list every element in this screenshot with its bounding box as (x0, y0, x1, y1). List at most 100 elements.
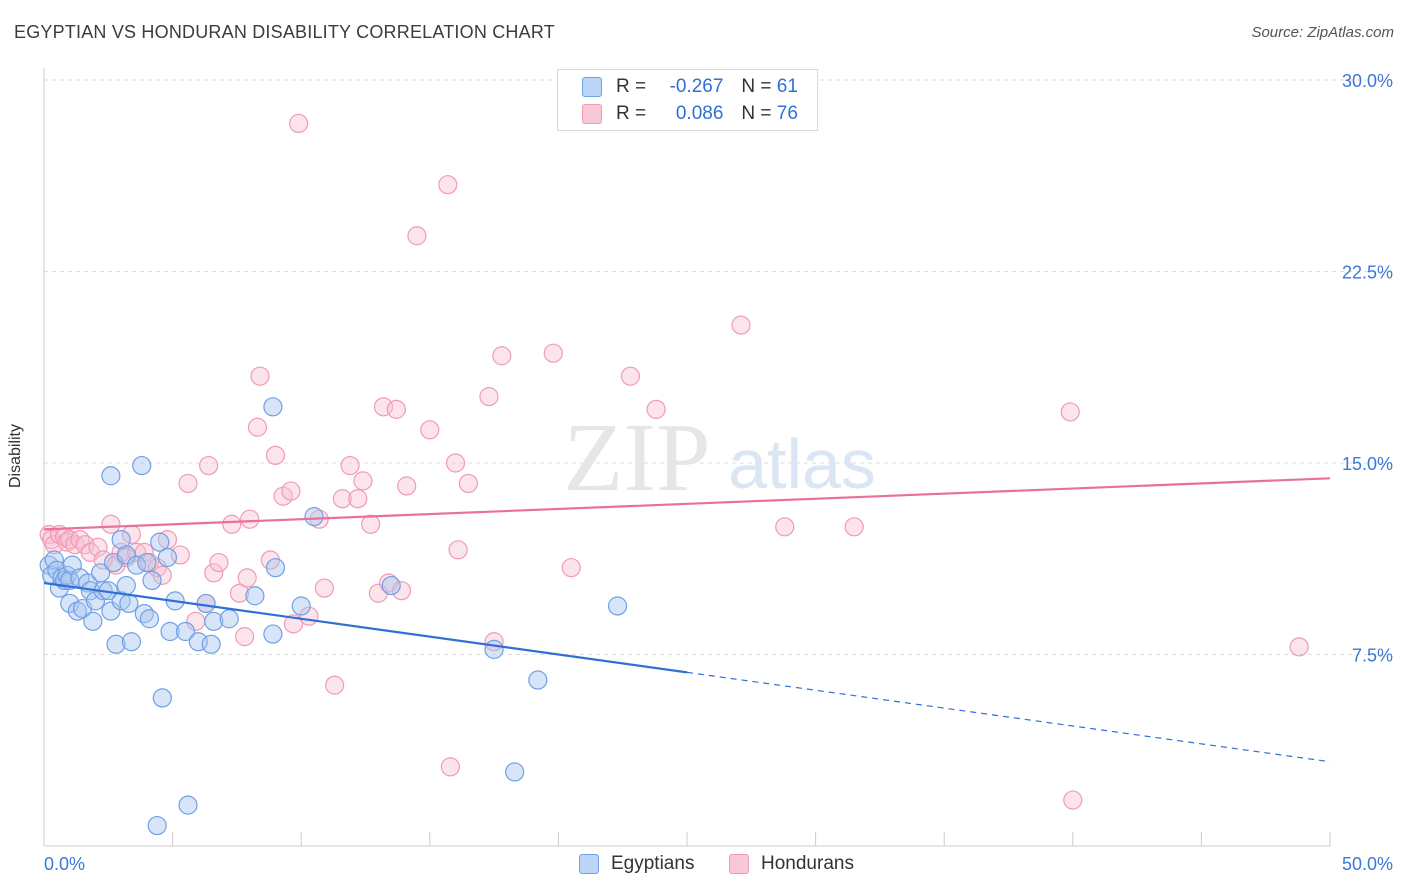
egyptian-point (150, 532, 170, 552)
egyptian-point (204, 611, 224, 631)
egyptian-point (381, 575, 401, 596)
egyptians-trend-extension (686, 671, 1331, 763)
hondurans-r-label: R = (616, 103, 647, 124)
honduran-point (353, 471, 373, 491)
egyptian-point (101, 601, 121, 621)
honduran-point (420, 420, 440, 440)
y-tick-label: 30.0% (1342, 71, 1393, 91)
egyptian-point (160, 621, 180, 642)
egyptian-point (116, 545, 136, 565)
honduran-point (101, 514, 121, 534)
honduran-point (229, 583, 250, 603)
trend-lines (43, 477, 1331, 763)
stats-legend: R = -0.267 N = 61 R = 0.086 N = 76 (557, 69, 818, 131)
honduran-point (247, 417, 268, 437)
watermark-zip: ZIP (564, 404, 711, 512)
egyptian-point (106, 634, 126, 654)
watermark: ZIP atlas (564, 404, 876, 512)
honduran-point (178, 473, 198, 494)
honduran-point (348, 489, 368, 509)
egyptian-point (83, 611, 103, 631)
egyptian-point (132, 455, 152, 476)
honduran-point (106, 555, 126, 575)
honduran-point (235, 627, 255, 647)
egyptian-point (134, 604, 154, 624)
egyptian-point (142, 570, 162, 591)
honduran-point (1063, 790, 1083, 810)
egyptians-r-value: -0.267 (669, 76, 724, 97)
source-label: Source: ZipAtlas.com (1251, 24, 1394, 41)
honduran-point (407, 226, 427, 246)
y-tick-label: 7.5% (1352, 646, 1393, 666)
honduran-point (391, 581, 412, 601)
legend-item-hondurans[interactable]: Hondurans (729, 853, 854, 875)
series-legend: Egyptians Hondurans (0, 852, 1406, 878)
honduran-point (561, 558, 581, 578)
chart-title: EGYPTIAN VS HONDURAN DISABILITY CORRELAT… (14, 22, 555, 42)
egyptian-point (263, 624, 283, 644)
honduran-point (620, 366, 641, 386)
honduran-point (222, 514, 242, 534)
y-tick-label: 22.5% (1342, 263, 1393, 283)
egyptians-points (39, 397, 628, 836)
y-axis-label: Disability (7, 423, 24, 489)
honduran-point (646, 399, 666, 419)
honduran-point (240, 509, 260, 529)
legend-item-egyptians[interactable]: Egyptians (579, 853, 694, 875)
egyptian-point (137, 552, 157, 573)
honduran-point (281, 481, 301, 501)
legend-hondurans-label: Hondurans (761, 853, 854, 874)
honduran-point (448, 540, 468, 560)
egyptian-point (196, 593, 216, 614)
egyptian-point (119, 593, 139, 614)
honduran-point (479, 387, 499, 407)
honduran-point (731, 315, 751, 335)
honduran-point (445, 453, 466, 473)
egyptians-n-label: N = (741, 76, 772, 97)
honduran-point (152, 565, 172, 585)
honduran-point (325, 675, 345, 695)
honduran-point (289, 113, 309, 134)
honduran-point (361, 514, 381, 534)
honduran-point (265, 445, 286, 465)
egyptian-point (607, 596, 628, 616)
egyptian-point (116, 575, 136, 596)
stats-row-egyptians: R = -0.267 N = 61 (582, 75, 798, 99)
honduran-point (844, 517, 864, 537)
honduran-point (70, 529, 90, 550)
egyptian-point (263, 397, 283, 417)
honduran-point (1060, 402, 1080, 422)
egyptian-point (139, 609, 160, 629)
honduran-point (340, 455, 360, 476)
egyptian-point (111, 529, 131, 550)
hondurans-points (39, 113, 1309, 810)
honduran-point (65, 535, 85, 555)
egyptian-point (85, 591, 106, 611)
honduran-point (438, 175, 458, 195)
egyptian-point (101, 466, 121, 486)
egyptian-point (175, 621, 196, 642)
honduran-point (204, 563, 224, 583)
egyptians-n-value: 61 (776, 76, 798, 97)
egyptian-point (201, 634, 221, 654)
egyptian-point (178, 795, 198, 815)
tick-labels: 7.5% 15.0% 22.5% 30.0% 0.0% 50.0% (44, 71, 1393, 874)
egyptians-trend-line (43, 581, 688, 674)
watermark-atlas: atlas (728, 425, 876, 503)
egyptian-point (157, 547, 178, 568)
x-tick-label-min: 0.0% (44, 854, 85, 874)
honduran-point (332, 489, 352, 509)
egyptian-point (67, 601, 88, 621)
hondurans-n-value: 76 (776, 103, 798, 124)
y-tick-label: 15.0% (1342, 454, 1393, 474)
honduran-point (440, 757, 460, 777)
honduran-point (314, 578, 334, 598)
honduran-point (199, 455, 219, 476)
honduran-point (88, 537, 108, 557)
egyptian-point (505, 762, 525, 782)
honduran-point (543, 343, 563, 363)
axes (43, 68, 1331, 847)
honduran-point (492, 346, 512, 366)
legend-egyptians-label: Egyptians (611, 853, 695, 874)
